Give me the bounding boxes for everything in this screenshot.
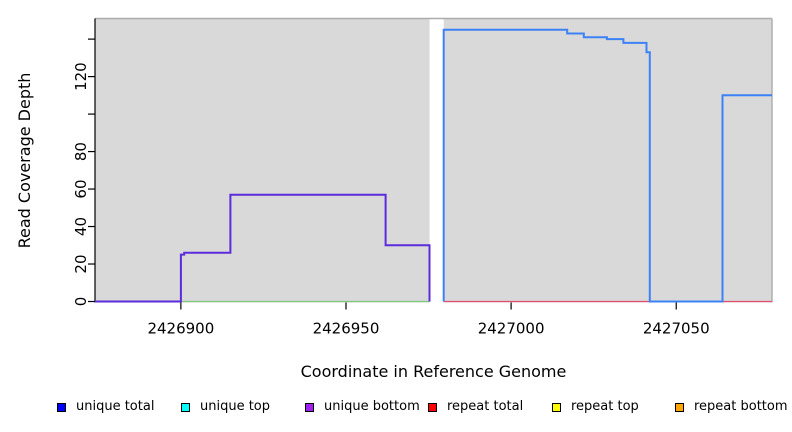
y-axis: 0 20 40 60 80 120 Read Coverage Depth [15, 18, 96, 307]
x-tick-label: 2427050 [643, 320, 710, 338]
y-tick-label: 120 [72, 62, 90, 91]
x-tick-label: 2427000 [478, 320, 545, 338]
y-tick-label: 20 [72, 254, 90, 273]
plot-border [95, 17, 773, 303]
x-axis: 2426900 2426950 2427000 2427050 Coordinate i… [147, 302, 710, 381]
coverage-region [443, 18, 772, 303]
series-unique-total [442, 28, 772, 303]
x-axis-title: Coordinate in Reference Genome [301, 362, 567, 381]
y-tick-label: 80 [72, 142, 90, 161]
x-tick-label: 2426950 [313, 320, 380, 338]
y-tick-label: 60 [72, 180, 90, 199]
plot-background [95, 18, 772, 303]
y-tick-label: 0 [72, 297, 90, 307]
series-unique-bottom [95, 193, 431, 303]
x-tick-label: 2426900 [147, 320, 214, 338]
y-tick-label: 40 [72, 217, 90, 236]
y-axis-title: Read Coverage Depth [15, 73, 34, 249]
coverage-region [95, 18, 430, 303]
